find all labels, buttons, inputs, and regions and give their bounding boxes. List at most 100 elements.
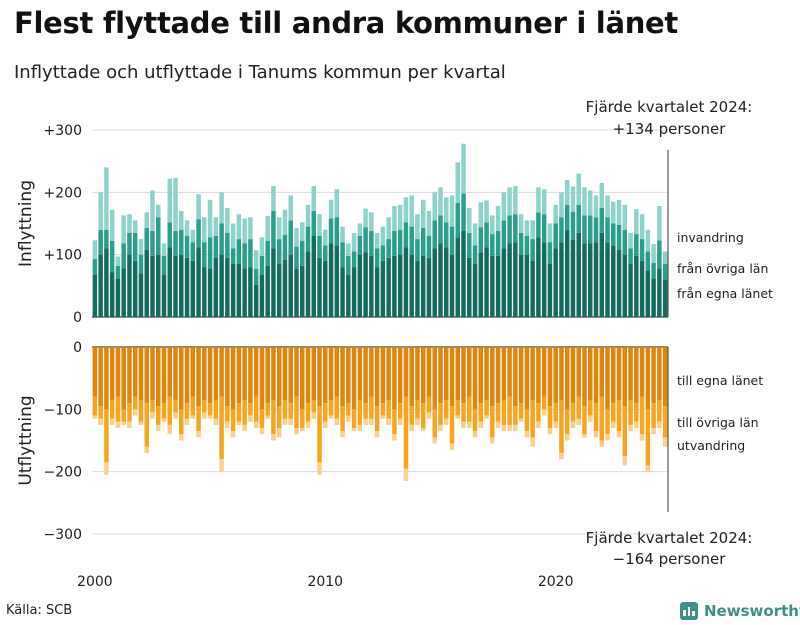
bar-segment [616, 399, 622, 432]
bar-segment [501, 248, 507, 317]
bar-segment [265, 347, 270, 404]
bar-segment [242, 424, 247, 432]
bar-segment [288, 220, 293, 255]
bar-segment [403, 222, 409, 248]
bar-segment [559, 452, 564, 460]
bar-segment [593, 195, 599, 218]
bar-segment [236, 214, 242, 240]
bar-segment [409, 424, 414, 432]
bar-segment [634, 234, 639, 256]
bar-segment [253, 269, 259, 285]
brand-logo: Newsworthy [680, 600, 800, 622]
bar-segment [392, 409, 397, 435]
chart-subtitle: Inflyttade och utflyttade i Tanums kommu… [14, 62, 506, 83]
bar-segment [190, 229, 196, 243]
bar-segment [184, 347, 190, 404]
bar-segment [438, 347, 443, 404]
bar-segment [144, 249, 149, 317]
series-label: invandring [677, 230, 744, 245]
bar-segment [432, 248, 437, 317]
bar-segment [530, 437, 535, 447]
bar-segment [397, 204, 403, 230]
bar-segment [576, 232, 581, 317]
bar-segment [645, 229, 651, 252]
bar-segment [346, 415, 351, 422]
bar-segment [420, 255, 426, 317]
y-tick-label: 0 [73, 310, 82, 326]
bar-segment [426, 412, 432, 419]
bar-segment [236, 347, 242, 404]
bar-segment [472, 223, 478, 246]
bar-segment [219, 347, 224, 397]
bar-segment [397, 418, 403, 425]
bar-segment [547, 223, 553, 243]
bar-segment [225, 406, 230, 422]
bar-segment [374, 267, 380, 317]
bar-segment [420, 227, 426, 256]
bar-segment [276, 217, 282, 240]
bar-segment [461, 143, 466, 194]
bar-segment [271, 347, 276, 400]
bar-segment [271, 399, 276, 435]
bar-segment [317, 257, 322, 317]
bar-segment [472, 347, 478, 410]
bar-segment [334, 396, 340, 419]
bar-segment [265, 403, 270, 416]
bar-segment [196, 347, 201, 407]
bar-segment [541, 214, 547, 243]
bars [92, 143, 668, 482]
bar-segment [403, 247, 409, 317]
bar-segment [138, 239, 144, 255]
labels: från egna länet från övriga län invandring… [586, 98, 773, 568]
bar-segment [587, 190, 593, 216]
bar-segment [282, 418, 288, 425]
bar-segment [438, 403, 443, 425]
bar-segment [415, 239, 420, 261]
bar-segment [305, 347, 311, 404]
chart-title: Flest flyttade till andra kommuner i län… [14, 6, 678, 40]
bar-segment [530, 347, 535, 400]
bar-segment [161, 418, 167, 422]
bar-segment [507, 347, 512, 397]
bar-segment [248, 415, 253, 422]
bar-segment [651, 403, 656, 429]
bar-segment [155, 424, 161, 432]
bar-segment [179, 409, 184, 435]
bar-segment [150, 190, 155, 231]
bar-segment [109, 418, 115, 425]
bar-segment [98, 229, 103, 255]
bar-segment [415, 260, 420, 317]
bar-segment [155, 347, 161, 407]
bar-segment [173, 177, 178, 231]
bar-segment [622, 254, 628, 317]
bar-segment [109, 240, 115, 273]
bar-segment [628, 264, 633, 317]
source-note: Källa: SCB [6, 603, 73, 618]
bar-segment [213, 235, 219, 258]
bar-segment [173, 230, 178, 256]
bar-segment [449, 195, 455, 227]
bar-segment [524, 235, 530, 255]
bar-segment [328, 218, 334, 244]
bar-segment [541, 396, 547, 410]
bar-segment [582, 243, 587, 317]
bar-segment [369, 347, 374, 397]
bar-segment [202, 399, 207, 413]
bar-segment [553, 421, 558, 429]
x-tick-label: 2020 [538, 574, 574, 590]
bar-segment [518, 214, 524, 233]
bar-segment [121, 421, 126, 425]
bar-segment [634, 403, 639, 422]
bar-segment [323, 245, 328, 261]
y-tick-label: 0 [73, 340, 82, 356]
bar-segment [628, 399, 633, 425]
bar-segment [530, 220, 535, 240]
bar-segment [426, 396, 432, 413]
bar-segment [616, 347, 622, 400]
bar-segment [161, 255, 167, 275]
bar-segment [299, 222, 305, 241]
bar-segment [559, 399, 564, 453]
bar-segment [104, 229, 109, 249]
bar-segment [611, 223, 616, 246]
bar-segment [547, 347, 553, 407]
